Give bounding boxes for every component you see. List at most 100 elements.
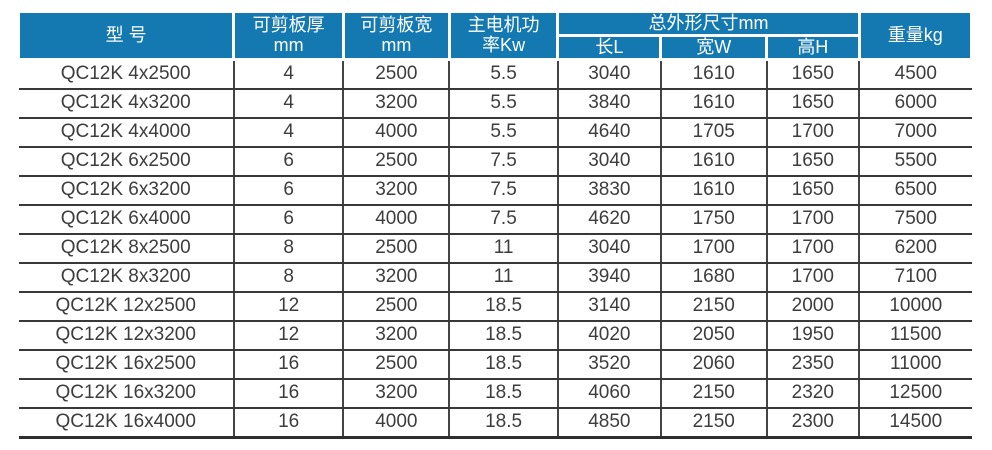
col-header-thickness-line1: 可剪板厚 — [252, 14, 325, 35]
cell-width: 1610 — [659, 88, 767, 119]
cell-length: 3830 — [556, 175, 661, 206]
cell-model: QC12K 16x4000 — [18, 407, 234, 439]
header-row-sub: 长L 宽W 高H — [19, 33, 972, 61]
cell-thickness: 4 — [232, 117, 344, 148]
table-row: QC12K 6x3200 6 3200 7.5 3830 1610 1650 6500 — [18, 175, 972, 206]
cell-motor-power: 7.5 — [448, 175, 558, 206]
cell-width: 1750 — [659, 204, 767, 235]
spec-table-container: 型 号 可剪板厚 mm 可剪板宽 mm 主电机功 率Kw 总外形尺寸mm 重量k… — [16, 10, 974, 439]
table-row: QC12K 16x4000 16 4000 18.5 4850 2150 2300 14500 — [18, 407, 972, 439]
cell-model: QC12K 8x3200 — [18, 262, 234, 293]
cell-model: QC12K 6x2500 — [18, 146, 234, 177]
cell-thickness: 8 — [232, 233, 344, 264]
col-header-motor-power: 主电机功 率Kw — [447, 10, 560, 61]
table-row: QC12K 16x3200 16 3200 18.5 4060 2150 2320 12500 — [18, 378, 972, 409]
cell-weight: 4500 — [858, 59, 972, 90]
col-header-width: 宽W — [659, 33, 769, 61]
cell-width: 1610 — [659, 175, 767, 206]
cell-plate-width: 2500 — [342, 146, 450, 177]
table-body: QC12K 4x2500 4 2500 5.5 3040 1610 1650 4500 QC12… — [18, 59, 972, 439]
cell-length: 4850 — [556, 407, 661, 439]
cell-height: 2350 — [765, 349, 860, 380]
cell-width: 2150 — [659, 407, 767, 439]
table-row: QC12K 4x4000 4 4000 5.5 4640 1705 1700 7000 — [18, 117, 972, 148]
cell-plate-width: 2500 — [342, 233, 450, 264]
cell-height: 1650 — [765, 175, 860, 206]
col-header-model: 型 号 — [16, 10, 236, 61]
cell-plate-width: 3200 — [342, 88, 450, 119]
cell-length: 3520 — [556, 349, 661, 380]
cell-width: 2150 — [659, 378, 767, 409]
cell-width: 1610 — [659, 146, 767, 177]
col-header-length: 长L — [556, 33, 663, 61]
cell-length: 4620 — [556, 204, 661, 235]
cell-length: 4060 — [556, 378, 661, 409]
cell-width: 1680 — [659, 262, 767, 293]
col-header-height: 高H — [765, 33, 861, 61]
table-row: QC12K 12x2500 12 2500 18.5 3140 2150 2000 10000 — [18, 291, 972, 322]
cell-weight: 10000 — [858, 291, 972, 322]
cell-length: 3040 — [556, 233, 661, 264]
cell-weight: 12500 — [858, 378, 972, 409]
cell-motor-power: 7.5 — [448, 204, 558, 235]
cell-model: QC12K 12x3200 — [18, 320, 234, 351]
cell-thickness: 12 — [232, 291, 344, 322]
cell-thickness: 4 — [232, 88, 344, 119]
cell-motor-power: 7.5 — [448, 146, 558, 177]
cell-weight: 11500 — [858, 320, 972, 351]
cell-model: QC12K 4x2500 — [18, 59, 234, 90]
cell-weight: 11000 — [858, 349, 972, 380]
cell-width: 2060 — [659, 349, 767, 380]
cell-height: 1700 — [765, 262, 860, 293]
cell-length: 4640 — [556, 117, 661, 148]
cell-motor-power: 5.5 — [448, 59, 558, 90]
cell-model: QC12K 16x3200 — [18, 378, 234, 409]
cell-length: 3940 — [556, 262, 661, 293]
cell-width: 1705 — [659, 117, 767, 148]
cell-weight: 5500 — [858, 146, 972, 177]
cell-weight: 7500 — [858, 204, 972, 235]
cell-thickness: 16 — [232, 349, 344, 380]
col-header-plate-width-line2: mm — [381, 35, 412, 56]
cell-thickness: 8 — [232, 262, 344, 293]
cell-height: 1700 — [765, 117, 860, 148]
cell-motor-power: 18.5 — [448, 320, 558, 351]
cell-weight: 6500 — [858, 175, 972, 206]
cell-plate-width: 3200 — [342, 262, 450, 293]
cell-model: QC12K 4x3200 — [18, 88, 234, 119]
cell-thickness: 6 — [232, 204, 344, 235]
col-header-dimensions-group: 总外形尺寸mm — [556, 10, 861, 37]
cell-motor-power: 11 — [448, 233, 558, 264]
cell-weight: 14500 — [858, 407, 972, 439]
col-header-thickness-line2: mm — [273, 35, 304, 56]
cell-model: QC12K 12x2500 — [18, 291, 234, 322]
cell-width: 1610 — [659, 59, 767, 90]
cell-plate-width: 3200 — [342, 175, 450, 206]
cell-weight: 7000 — [858, 117, 972, 148]
cell-plate-width: 4000 — [342, 117, 450, 148]
cell-thickness: 6 — [232, 146, 344, 177]
cell-plate-width: 4000 — [342, 204, 450, 235]
cell-weight: 6200 — [858, 233, 972, 264]
table-row: QC12K 16x2500 16 2500 18.5 3520 2060 2350 11000 — [18, 349, 972, 380]
cell-width: 1700 — [659, 233, 767, 264]
col-header-weight: 重量kg — [857, 10, 974, 61]
cell-plate-width: 2500 — [342, 349, 450, 380]
table-header: 型 号 可剪板厚 mm 可剪板宽 mm 主电机功 率Kw 总外形尺寸mm 重量k… — [16, 10, 974, 61]
cell-model: QC12K 4x4000 — [18, 117, 234, 148]
cell-length: 3140 — [556, 291, 661, 322]
table-row: QC12K 12x3200 12 3200 18.5 4020 2050 1950 11500 — [18, 320, 972, 351]
cell-plate-width: 2500 — [342, 291, 450, 322]
cell-plate-width: 3200 — [342, 378, 450, 409]
col-header-plate-width-line1: 可剪板宽 — [360, 14, 433, 35]
cell-thickness: 4 — [232, 59, 344, 90]
cell-height: 1650 — [765, 146, 860, 177]
cell-height: 1650 — [765, 59, 860, 90]
table-row: QC12K 8x2500 8 2500 11 3040 1700 1700 6200 — [18, 233, 972, 264]
cell-height: 1950 — [765, 320, 860, 351]
table-row: QC12K 4x2500 4 2500 5.5 3040 1610 1650 4500 — [18, 59, 972, 90]
cell-height: 2320 — [765, 378, 860, 409]
cell-thickness: 16 — [232, 407, 344, 439]
header-row-top: 型 号 可剪板厚 mm 可剪板宽 mm 主电机功 率Kw 总外形尺寸mm 重量k… — [16, 10, 974, 61]
machine-spec-table: 型 号 可剪板厚 mm 可剪板宽 mm 主电机功 率Kw 总外形尺寸mm 重量k… — [16, 10, 974, 439]
